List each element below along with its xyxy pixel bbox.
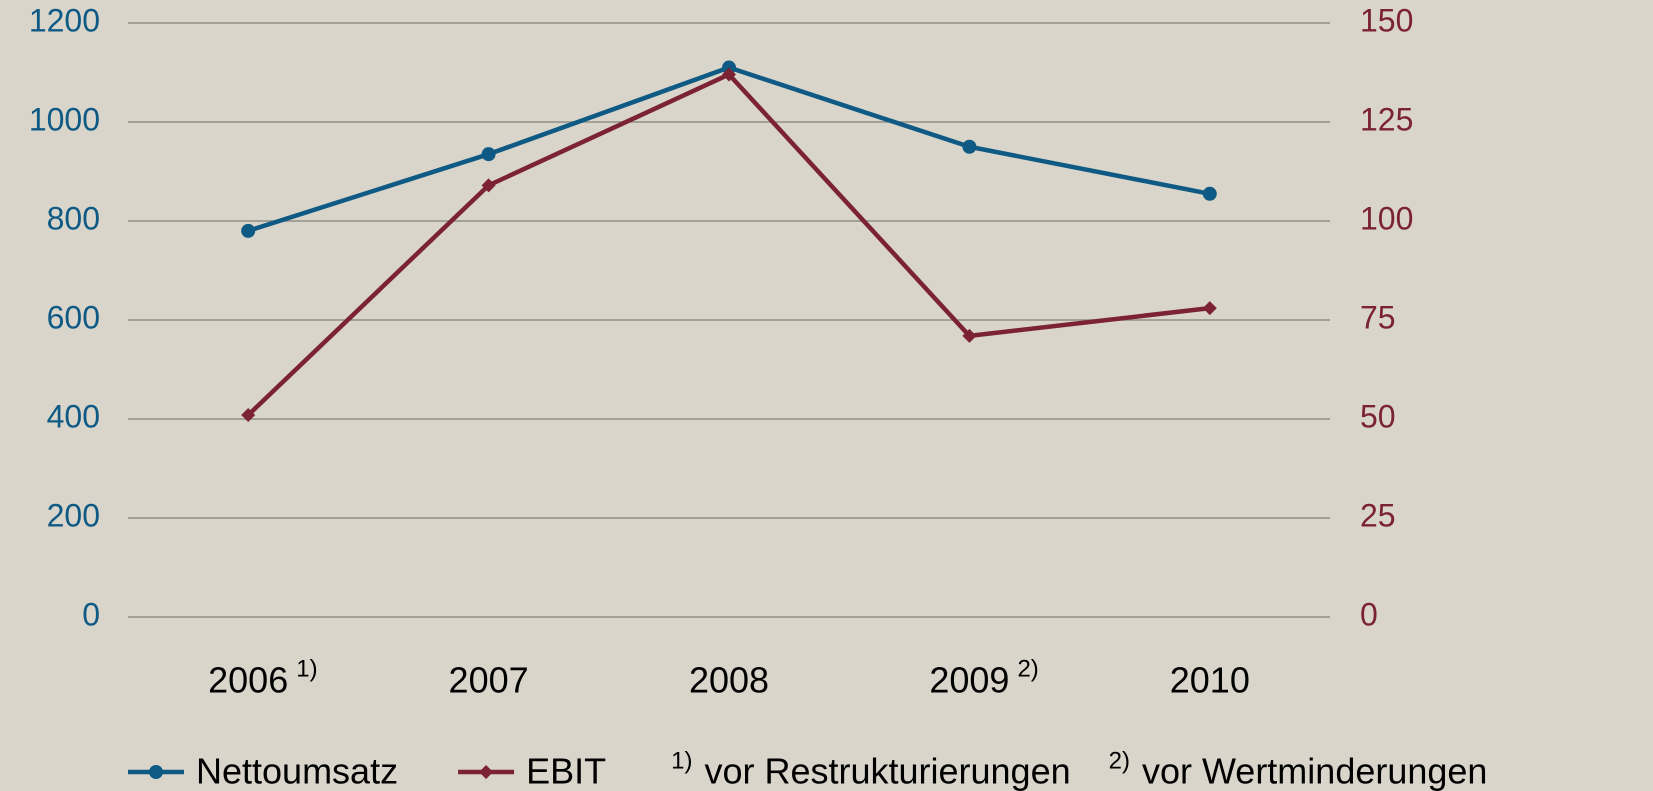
y2-tick-label: 75 [1360,299,1396,335]
y2-tick-label: 50 [1360,398,1396,434]
x-tick-label: 2007 [449,660,529,701]
legend-label: EBIT [526,751,606,791]
x-tick-note: 1) [296,655,317,682]
y-tick-label: 800 [47,200,100,236]
footnote-text: vor Restrukturierungen [704,751,1070,791]
point-marker [481,178,496,193]
x-tick-label: 2006 [208,660,288,701]
y-tick-label: 1200 [29,2,100,38]
y-tick-label: 600 [47,299,100,335]
y-tick-label: 1000 [29,101,100,137]
legend-marker [149,765,163,779]
point-marker [241,408,256,423]
point-marker [1202,301,1217,316]
x-tick-note: 2) [1017,655,1038,682]
x-tick-label: 2010 [1170,660,1250,701]
point-marker [722,67,736,82]
point-marker [962,139,977,154]
legend-marker [479,765,494,779]
footnote-text: vor Wertminderungen [1142,751,1488,791]
y2-tick-label: 100 [1360,200,1413,236]
point-marker [241,223,256,238]
y-tick-label: 400 [47,398,100,434]
point-marker [962,328,977,343]
y2-tick-label: 125 [1360,101,1413,137]
y2-tick-label: 150 [1360,2,1413,38]
y2-tick-label: 0 [1360,596,1378,632]
y-tick-label: 200 [47,497,100,533]
y-tick-label: 0 [82,596,100,632]
x-tick-label: 2008 [689,660,769,701]
footnote-marker: 1) [671,747,692,774]
x-tick-label: 2009 [929,660,1009,701]
y2-tick-label: 25 [1360,497,1396,533]
point-marker [481,147,496,162]
legend-label: Nettoumsatz [196,751,398,791]
footnote-marker: 2) [1109,747,1130,774]
point-marker [1202,186,1217,201]
